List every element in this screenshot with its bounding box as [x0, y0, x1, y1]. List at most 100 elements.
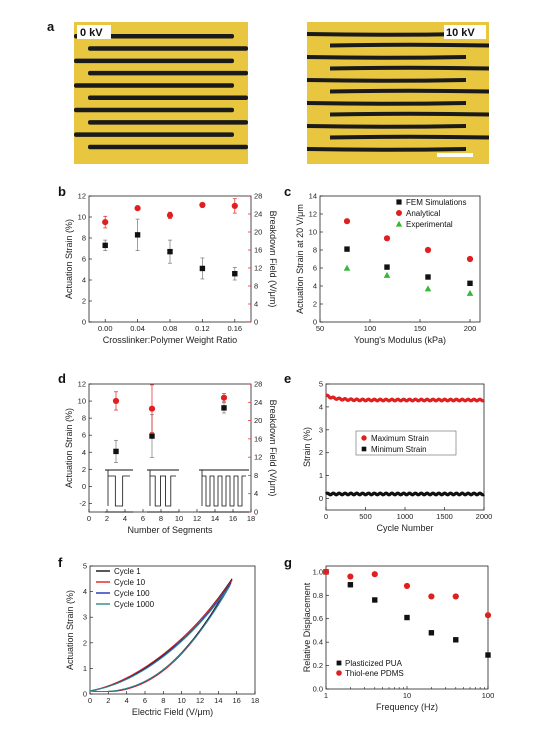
- x-tick-label: 16: [229, 514, 237, 523]
- data-point: [466, 255, 474, 263]
- x-tick-label: 0: [87, 514, 91, 523]
- x-axis-label: Young's Modulus (kPa): [354, 335, 446, 345]
- electrode-stripe: [307, 55, 466, 60]
- x-tick-label: 150: [414, 324, 427, 333]
- electrode-stripe: [74, 132, 234, 137]
- y2-tick-label: 4: [254, 300, 258, 309]
- data-point: [343, 264, 351, 271]
- data-point: [113, 448, 119, 455]
- data-point: [347, 582, 354, 588]
- y-tick-label: 1: [319, 471, 323, 480]
- data-point: [343, 218, 351, 225]
- data-point: [424, 246, 432, 254]
- data-point: [371, 571, 378, 578]
- y-tick-label: 4: [82, 276, 86, 285]
- data-point: [102, 219, 109, 226]
- x-tick-label: 6: [141, 514, 145, 523]
- electrode-stripe: [330, 88, 489, 94]
- y2-tick-label: 24: [254, 210, 262, 219]
- x-tick-label: 0.04: [130, 324, 145, 333]
- y-tick-label: 10: [78, 397, 86, 406]
- chart-c: 50 100 150 200 0 2 4 6 8 10 12 14 Young's Modulus (k…: [295, 192, 481, 345]
- data-band: [324, 393, 486, 403]
- y2-axis-label: Breakdown Field (V/μm): [268, 211, 278, 308]
- electrode-stripe: [88, 120, 248, 125]
- y-tick-label: 0: [83, 690, 87, 699]
- electrode-stripe: [88, 144, 248, 150]
- y-tick-label: 8: [82, 234, 86, 243]
- panel-label-f: f: [58, 555, 63, 570]
- x-tick-label: 50: [316, 324, 324, 333]
- x-tick-label: 0.08: [163, 324, 178, 333]
- y-tick-label: 3: [83, 613, 87, 622]
- y-tick-label: 12: [78, 192, 86, 201]
- legend-box: [355, 430, 457, 456]
- data-point: [148, 405, 156, 412]
- x-tick-label: 1000: [397, 512, 414, 521]
- label-bg-right: [444, 25, 486, 39]
- y-axis-label: Actuation Strain (%): [64, 408, 74, 488]
- y-tick-label: 0.0: [313, 685, 323, 694]
- data-band: [324, 491, 486, 497]
- data-point: [232, 271, 238, 277]
- x-tick-label: 100: [364, 324, 377, 333]
- inset-serpentine: [201, 470, 246, 507]
- data-point: [336, 660, 342, 666]
- x-axis-label: Frequency (Hz): [376, 702, 438, 712]
- x-tick-label: 1500: [436, 512, 453, 521]
- inset-serpentine: [149, 470, 176, 507]
- y2-tick-label: 12: [254, 453, 262, 462]
- legend-label: Thiol-ene PDMS: [345, 669, 404, 678]
- panel-label-a: a: [47, 19, 55, 34]
- data-point: [134, 232, 141, 238]
- hysteresis-loop: [89, 578, 233, 692]
- data-point: [220, 394, 228, 401]
- data-point: [395, 220, 403, 227]
- electrode-stripe: [74, 83, 234, 88]
- legend-label: Plasticized PUA: [345, 659, 403, 668]
- y-tick-label: 2: [319, 448, 323, 457]
- y-tick-label: 2: [82, 297, 86, 306]
- y-tick-label: 0: [313, 318, 317, 327]
- data-point: [199, 201, 206, 209]
- stripes-left: [74, 34, 248, 150]
- y2-tick-label: 24: [254, 398, 262, 407]
- legend-label: Analytical: [406, 209, 440, 218]
- y-tick-label: 2: [313, 300, 317, 309]
- chart-g: 1 10 100 0.0 0.2 0.4 0.6 0.8 1.0 Frequency (Hz) Re…: [302, 565, 494, 712]
- y-tick-label: 6: [313, 264, 317, 273]
- x-tick-label: 0: [88, 696, 92, 705]
- plot-frame: [88, 383, 252, 513]
- legend-label: Maximum Strain: [371, 434, 429, 443]
- y-tick-label: 1.0: [313, 567, 323, 576]
- x-tick-label: 8: [159, 514, 163, 523]
- data-point: [383, 271, 391, 278]
- y-tick-label: 0.4: [313, 638, 323, 647]
- y2-tick-label: 20: [254, 416, 262, 425]
- y2-tick-label: 8: [254, 471, 258, 480]
- electrode-stripe: [74, 34, 234, 39]
- hysteresis-loop: [89, 584, 231, 692]
- x-tick-label: 18: [251, 696, 259, 705]
- data-point: [199, 265, 206, 272]
- y2-tick-label: 16: [254, 246, 262, 255]
- y-tick-label: 8: [82, 414, 86, 423]
- legend-label: Cycle 1000: [114, 600, 155, 609]
- y-tick-label: 4: [82, 448, 86, 457]
- chart-e: 0 500 1000 1500 2000 0 1 2 3 4 5 Cycle Number Strain…: [302, 380, 492, 534]
- x-tick-label: 1: [324, 691, 328, 700]
- inset-serpentine: [107, 470, 130, 507]
- legend-label: Cycle 10: [114, 578, 146, 587]
- panel-label-g: g: [284, 555, 292, 570]
- x-tick-label: 8: [161, 696, 165, 705]
- y-tick-label: 8: [313, 246, 317, 255]
- y-tick-label: 4: [313, 282, 317, 291]
- plot-frame: [89, 565, 256, 695]
- hysteresis-loop: [89, 579, 233, 692]
- x-tick-label: 6: [143, 696, 147, 705]
- data-point: [372, 597, 378, 603]
- y-tick-label: 4: [83, 587, 87, 596]
- x-tick-label: 0.00: [98, 324, 113, 333]
